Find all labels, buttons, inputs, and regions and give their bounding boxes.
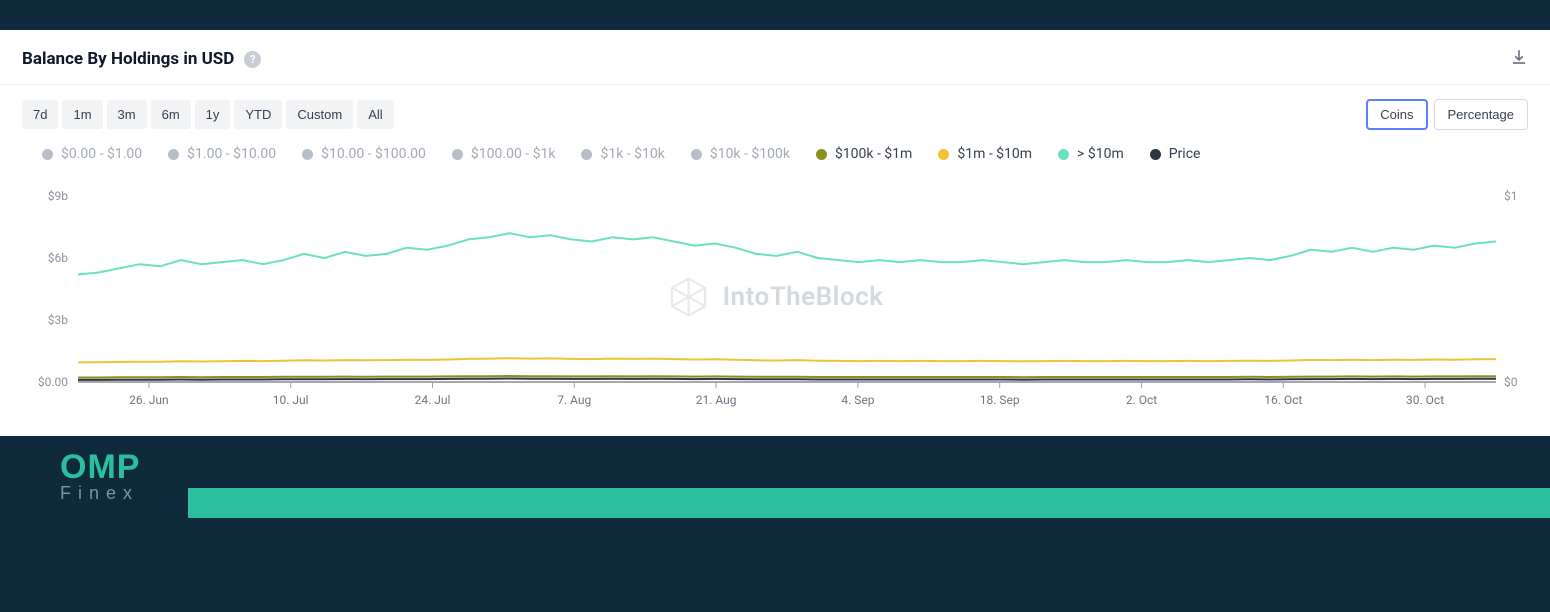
svg-text:4. Sep: 4. Sep	[841, 393, 874, 407]
logo-top: OMP	[60, 448, 140, 487]
unit-toggle-group: Coins Percentage	[1366, 99, 1528, 130]
legend-dot	[452, 149, 463, 160]
legend-label: $100k - $1m	[835, 146, 912, 162]
title-text: Balance By Holdings in USD	[22, 49, 234, 69]
legend-item[interactable]: $100.00 - $1k	[452, 146, 556, 162]
legend-dot	[938, 149, 949, 160]
brand-logo: OMP Finex	[60, 448, 140, 504]
svg-text:24. Jul: 24. Jul	[415, 393, 451, 407]
legend-dot	[42, 149, 53, 160]
svg-text:$0: $0	[1504, 375, 1518, 389]
legend-label: $100.00 - $1k	[471, 146, 556, 162]
legend-dot	[302, 149, 313, 160]
svg-text:30. Oct: 30. Oct	[1406, 393, 1444, 407]
svg-text:$3b: $3b	[48, 313, 68, 327]
legend-label: > $10m	[1077, 146, 1124, 162]
legend-item[interactable]: $10.00 - $100.00	[302, 146, 426, 162]
legend-label: Price	[1169, 146, 1201, 162]
legend-dot	[581, 149, 592, 160]
range-btn-3m[interactable]: 3m	[107, 100, 147, 129]
legend-label: $10k - $100k	[710, 146, 790, 162]
panel-title: Balance By Holdings in USD ?	[22, 49, 261, 69]
legend-item[interactable]: $1k - $10k	[581, 146, 664, 162]
range-btn-all[interactable]: All	[357, 100, 393, 129]
svg-text:$1: $1	[1504, 189, 1518, 203]
legend-item[interactable]: > $10m	[1058, 146, 1124, 162]
svg-text:7. Aug: 7. Aug	[557, 393, 591, 407]
footer: OMP Finex	[0, 436, 1550, 518]
legend-item[interactable]: $1m - $10m	[938, 146, 1032, 162]
range-btn-custom[interactable]: Custom	[286, 100, 353, 129]
svg-text:$0.00: $0.00	[38, 375, 68, 389]
legend-label: $1m - $10m	[957, 146, 1032, 162]
svg-text:10. Jul: 10. Jul	[273, 393, 309, 407]
svg-text:21. Aug: 21. Aug	[696, 393, 737, 407]
legend-dot	[816, 149, 827, 160]
svg-text:$6b: $6b	[48, 251, 68, 265]
legend-label: $1k - $10k	[600, 146, 664, 162]
legend-item[interactable]: $10k - $100k	[691, 146, 790, 162]
chart-panel: Balance By Holdings in USD ? 7d1m3m6m1yY…	[0, 30, 1550, 436]
range-btn-7d[interactable]: 7d	[22, 100, 58, 129]
series-$1m-$10m	[78, 358, 1496, 362]
legend-label: $1.00 - $10.00	[187, 146, 276, 162]
time-range-group: 7d1m3m6m1yYTDCustomAll	[22, 100, 394, 129]
series-Price	[78, 379, 1496, 380]
legend-dot	[1058, 149, 1069, 160]
help-icon[interactable]: ?	[244, 51, 261, 68]
download-icon[interactable]	[1510, 48, 1528, 70]
legend-item[interactable]: Price	[1150, 146, 1201, 162]
svg-text:16. Oct: 16. Oct	[1264, 393, 1302, 407]
footer-accent	[188, 488, 1550, 518]
svg-text:$9b: $9b	[48, 189, 68, 203]
range-btn-1m[interactable]: 1m	[62, 100, 102, 129]
legend-item[interactable]: $1.00 - $10.00	[168, 146, 276, 162]
legend-dot	[691, 149, 702, 160]
chart-area: IntoTheBlock $0.00$3b$6b$9b$0$126. Jun10…	[0, 168, 1550, 436]
line-chart: $0.00 $3b $6b $9b $0 $1 26. Jun 10. Jul 24. Jul 7…	[22, 186, 1528, 426]
series->$10m	[78, 233, 1496, 274]
controls-row: 7d1m3m6m1yYTDCustomAll Coins Percentage	[0, 85, 1550, 140]
legend-label: $0.00 - $1.00	[61, 146, 142, 162]
logo-bottom: Finex	[60, 483, 140, 504]
top-bar	[0, 0, 1550, 30]
legend-label: $10.00 - $100.00	[321, 146, 426, 162]
toggle-coins[interactable]: Coins	[1366, 99, 1427, 130]
legend-item[interactable]: $100k - $1m	[816, 146, 912, 162]
legend-dot	[1150, 149, 1161, 160]
range-btn-1y[interactable]: 1y	[195, 100, 231, 129]
series-$100k-$1m	[78, 376, 1496, 378]
range-btn-6m[interactable]: 6m	[151, 100, 191, 129]
legend: $0.00 - $1.00 $1.00 - $10.00 $10.00 - $100…	[0, 140, 1550, 168]
svg-text:26. Jun: 26. Jun	[129, 393, 169, 407]
legend-item[interactable]: $0.00 - $1.00	[42, 146, 142, 162]
toggle-percentage[interactable]: Percentage	[1434, 99, 1529, 130]
svg-text:18. Sep: 18. Sep	[980, 393, 1020, 407]
legend-dot	[168, 149, 179, 160]
svg-text:2. Oct: 2. Oct	[1126, 393, 1157, 407]
range-btn-ytd[interactable]: YTD	[234, 100, 282, 129]
panel-header: Balance By Holdings in USD ?	[0, 30, 1550, 85]
